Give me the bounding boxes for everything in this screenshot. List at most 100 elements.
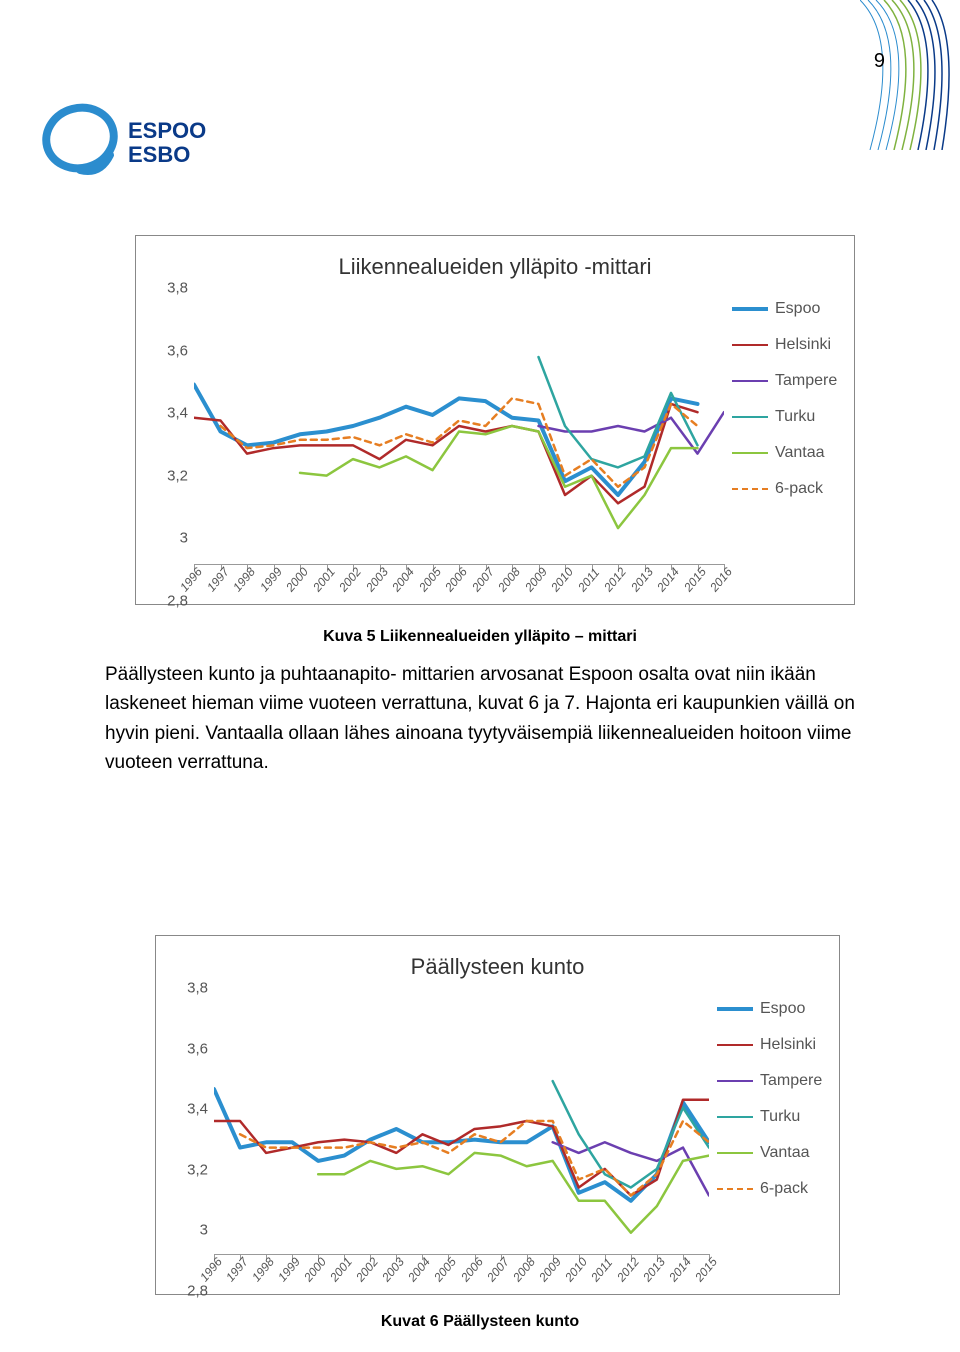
legend-swatch <box>717 1152 753 1154</box>
legend-item: Espoo <box>732 300 854 318</box>
legend-item: Vantaa <box>717 1144 839 1162</box>
x-tick: 1997 <box>223 1255 251 1284</box>
x-tick: 2010 <box>548 565 576 594</box>
x-tick: 2012 <box>614 1255 642 1284</box>
legend-label: 6-pack <box>775 480 823 498</box>
legend-label: Vantaa <box>760 1144 810 1162</box>
x-tick: 2002 <box>353 1255 381 1284</box>
legend-swatch <box>732 416 768 418</box>
page-number: 9 <box>874 50 885 73</box>
x-tick: 2015 <box>681 565 709 594</box>
legend-label: Vantaa <box>775 444 825 462</box>
y-tick: 3,2 <box>187 1161 208 1178</box>
chart1-plot <box>194 288 724 565</box>
legend-swatch <box>717 1044 753 1046</box>
chart1-caption: Kuva 5 Liikennealueiden ylläpito – mitta… <box>105 625 855 650</box>
x-tick: 2007 <box>469 565 497 594</box>
legend-label: 6-pack <box>760 1180 808 1198</box>
legend-item: Tampere <box>732 372 854 390</box>
legend-label: Espoo <box>775 300 820 318</box>
series-line <box>300 426 698 528</box>
y-tick: 3 <box>180 530 188 547</box>
chart-paallysteen: Päällysteen kunto 2,833,23,43,63,8 19961… <box>155 935 840 1295</box>
x-tick: 1999 <box>257 565 285 594</box>
series-line <box>214 1100 709 1196</box>
y-tick: 3,8 <box>187 980 208 997</box>
body-paragraph: Päällysteen kunto ja puhtaanapito- mitta… <box>105 660 855 778</box>
legend-label: Tampere <box>760 1072 822 1090</box>
chart2-x-axis: 1996199719981999200020012002200320042005… <box>214 1255 709 1291</box>
chart2-caption: Kuvat 6 Päällysteen kunto <box>105 1313 855 1331</box>
legend-swatch <box>717 1080 753 1082</box>
page-corner-graphic <box>860 0 960 150</box>
x-tick: 2013 <box>628 565 656 594</box>
x-tick: 2013 <box>640 1255 668 1284</box>
chart-liikennealueiden: Liikennealueiden ylläpito -mittari 2,833… <box>135 235 855 605</box>
x-tick: 2002 <box>336 565 364 594</box>
x-tick: 2000 <box>283 565 311 594</box>
x-tick: 2000 <box>301 1255 329 1284</box>
series-line <box>221 398 698 486</box>
chart1-title: Liikennealueiden ylläpito -mittari <box>136 254 854 280</box>
y-tick: 3,6 <box>167 342 188 359</box>
legend-label: Espoo <box>760 1000 805 1018</box>
x-tick: 1998 <box>249 1255 277 1284</box>
y-tick: 3,8 <box>167 280 188 297</box>
y-tick: 2,8 <box>167 593 188 610</box>
x-tick: 2006 <box>458 1255 486 1284</box>
y-tick: 3,6 <box>187 1040 208 1057</box>
legend-swatch <box>732 344 768 346</box>
legend-swatch <box>717 1116 753 1118</box>
chart2-legend: Espoo Helsinki Tampere Turku Vantaa 6-pack <box>709 988 839 1291</box>
legend-item: Espoo <box>717 1000 839 1018</box>
legend-item: Turku <box>732 408 854 426</box>
x-tick: 2005 <box>416 565 444 594</box>
x-tick: 2003 <box>363 565 391 594</box>
legend-item: Turku <box>717 1108 839 1126</box>
chart1-y-axis: 2,833,23,43,63,8 <box>146 288 194 601</box>
legend-swatch <box>732 380 768 382</box>
svg-text:ESPOO: ESPOO <box>128 118 206 143</box>
x-tick: 1997 <box>204 565 232 594</box>
x-tick: 2006 <box>442 565 470 594</box>
x-tick: 2011 <box>575 566 602 595</box>
legend-item: 6-pack <box>717 1180 839 1198</box>
series-line <box>194 385 698 495</box>
series-line <box>240 1121 709 1195</box>
x-tick: 2001 <box>310 565 338 594</box>
legend-item: Tampere <box>717 1072 839 1090</box>
series-line <box>318 1153 709 1233</box>
legend-label: Helsinki <box>775 336 831 354</box>
espoo-logo: ESPOO ESBO <box>40 100 220 185</box>
x-tick: 2009 <box>522 565 550 594</box>
chart1-x-axis: 1996199719981999200020012002200320042005… <box>194 565 724 601</box>
y-tick: 3,2 <box>167 467 188 484</box>
legend-item: Helsinki <box>717 1036 839 1054</box>
y-tick: 3,4 <box>167 405 188 422</box>
series-line <box>539 357 698 467</box>
x-tick: 2008 <box>495 565 523 594</box>
legend-item: 6-pack <box>732 480 854 498</box>
chart2-y-axis: 2,833,23,43,63,8 <box>166 988 214 1291</box>
legend-label: Tampere <box>775 372 837 390</box>
y-tick: 2,8 <box>187 1283 208 1300</box>
legend-item: Vantaa <box>732 444 854 462</box>
chart1-legend: Espoo Helsinki Tampere Turku Vantaa 6-pack <box>724 288 854 601</box>
x-tick: 2005 <box>432 1255 460 1284</box>
legend-swatch <box>732 488 768 490</box>
x-tick: 2010 <box>562 1255 590 1284</box>
legend-label: Turku <box>775 408 815 426</box>
legend-label: Helsinki <box>760 1036 816 1054</box>
y-tick: 3,4 <box>187 1101 208 1118</box>
x-tick: 2014 <box>666 1255 694 1284</box>
legend-item: Helsinki <box>732 336 854 354</box>
x-tick: 2009 <box>536 1255 564 1284</box>
x-tick: 2014 <box>654 565 682 594</box>
x-tick: 2004 <box>389 565 417 594</box>
legend-swatch <box>732 307 768 311</box>
x-tick: 1998 <box>230 565 258 594</box>
legend-swatch <box>732 452 768 454</box>
x-tick: 2012 <box>601 565 629 594</box>
x-tick: 1999 <box>275 1255 303 1284</box>
legend-swatch <box>717 1188 753 1190</box>
